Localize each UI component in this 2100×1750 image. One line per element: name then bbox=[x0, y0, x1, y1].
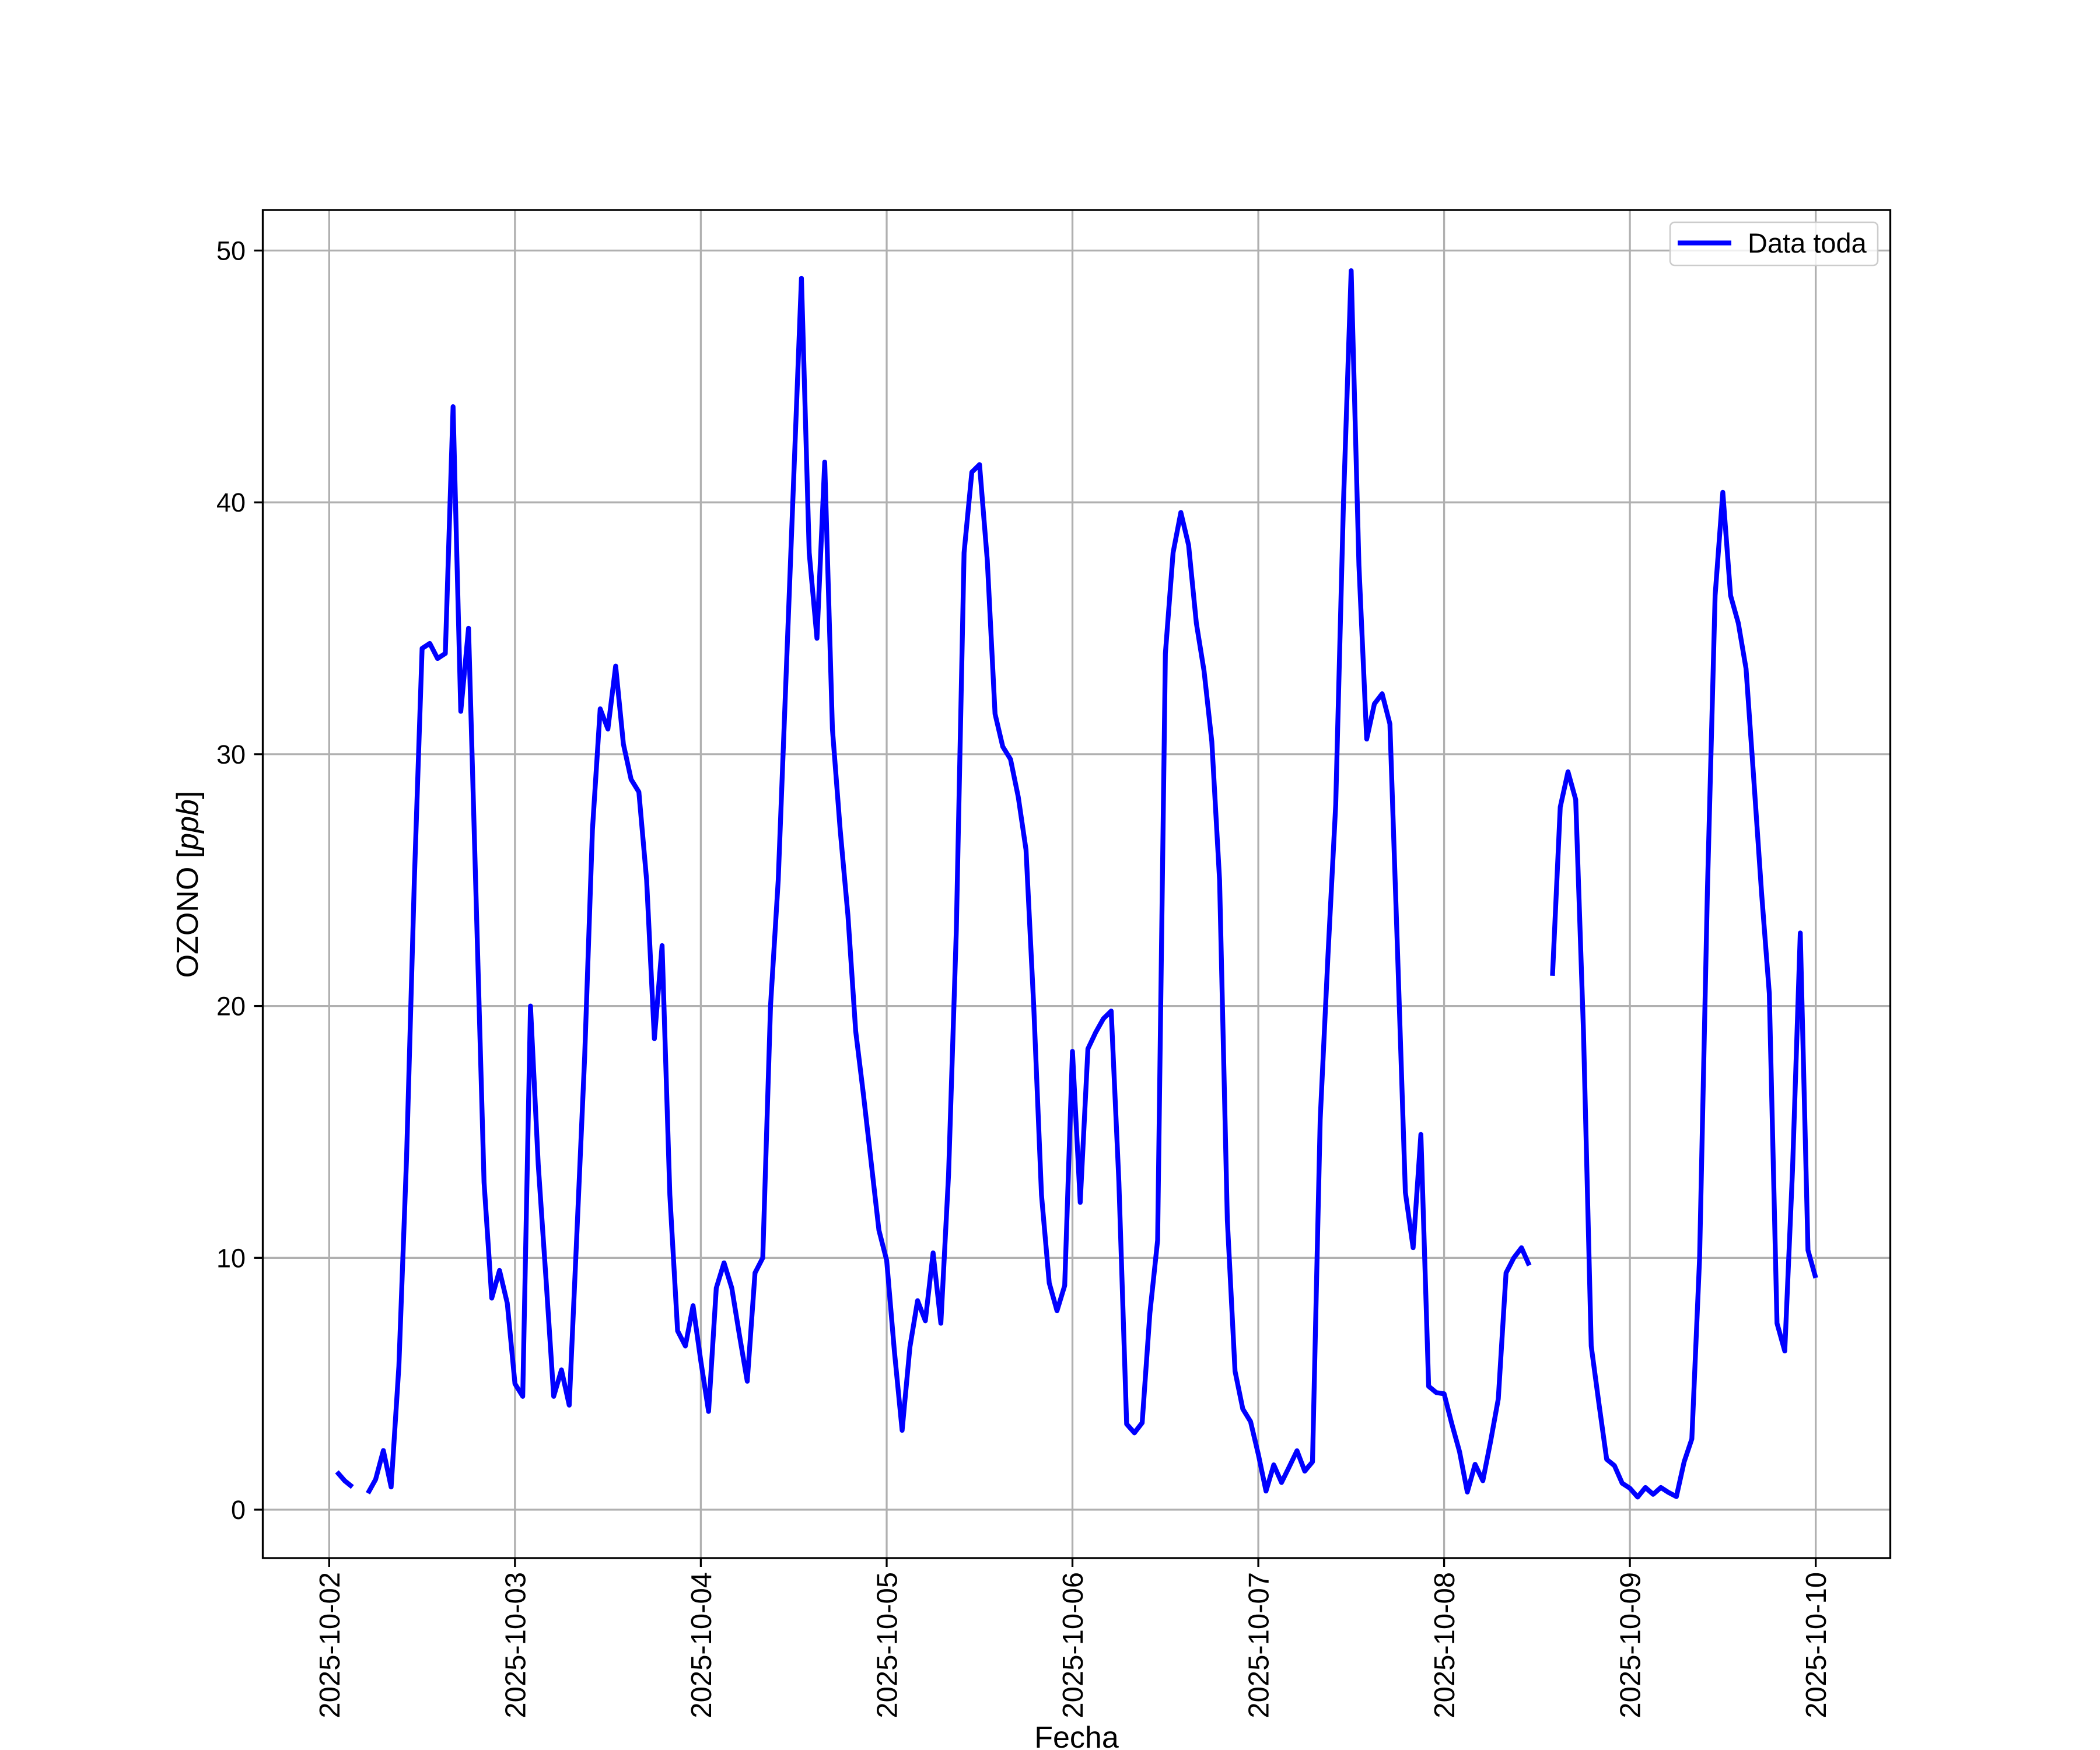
svg-text:50: 50 bbox=[216, 236, 246, 266]
svg-text:2025-10-10: 2025-10-10 bbox=[1801, 1572, 1832, 1718]
svg-text:0: 0 bbox=[231, 1495, 246, 1525]
svg-text:2025-10-04: 2025-10-04 bbox=[686, 1572, 718, 1718]
svg-text:2025-10-02: 2025-10-02 bbox=[314, 1572, 346, 1718]
svg-text:Data toda: Data toda bbox=[1748, 228, 1867, 258]
svg-text:20: 20 bbox=[216, 992, 246, 1021]
svg-text:2025-10-03: 2025-10-03 bbox=[500, 1572, 531, 1718]
svg-text:10: 10 bbox=[216, 1243, 246, 1273]
svg-text:2025-10-08: 2025-10-08 bbox=[1429, 1572, 1461, 1718]
svg-text:OZONO [ppb]: OZONO [ppb] bbox=[171, 791, 205, 978]
svg-text:2025-10-06: 2025-10-06 bbox=[1058, 1572, 1089, 1718]
svg-text:40: 40 bbox=[216, 488, 246, 517]
svg-text:Fecha: Fecha bbox=[1034, 1721, 1119, 1750]
svg-text:2025-10-09: 2025-10-09 bbox=[1615, 1572, 1647, 1718]
svg-text:2025-10-07: 2025-10-07 bbox=[1244, 1572, 1275, 1718]
svg-text:2025-10-05: 2025-10-05 bbox=[872, 1572, 904, 1718]
svg-text:30: 30 bbox=[216, 740, 246, 769]
